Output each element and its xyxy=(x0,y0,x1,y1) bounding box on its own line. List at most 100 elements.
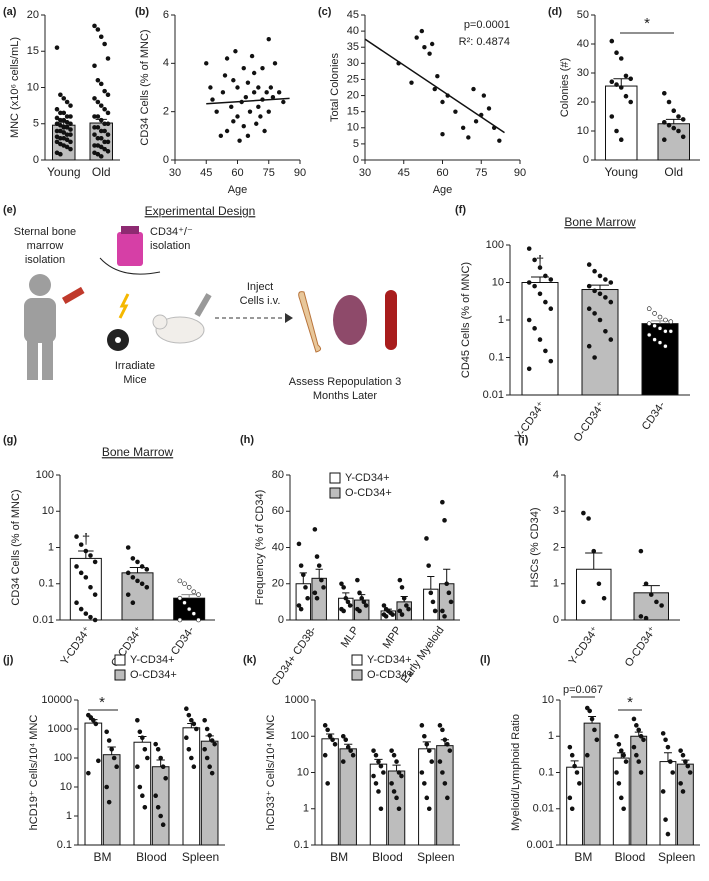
point xyxy=(61,110,67,116)
point xyxy=(355,577,360,583)
point xyxy=(660,731,666,736)
annotation: p=0.067 xyxy=(563,684,603,696)
point xyxy=(202,746,207,752)
point xyxy=(158,755,163,761)
diagram-e: (e) Experimental Design Sternal bone mar… xyxy=(3,204,401,402)
y-tick-label: 100 xyxy=(36,469,54,481)
y-tick-label: 10 xyxy=(347,122,359,134)
step-label: CD34⁺/⁻ xyxy=(150,226,193,238)
point xyxy=(104,784,109,790)
point xyxy=(638,614,644,619)
legend-label: O-CD34+ xyxy=(130,669,177,681)
fit-line xyxy=(206,97,290,105)
point xyxy=(589,716,595,722)
point xyxy=(614,128,619,134)
point xyxy=(95,151,101,157)
point xyxy=(663,343,668,349)
point xyxy=(414,35,419,40)
point xyxy=(567,744,573,750)
point xyxy=(125,545,131,550)
x-tick-label: Old xyxy=(664,165,683,179)
point xyxy=(93,721,99,727)
annotation: * xyxy=(627,694,633,711)
point xyxy=(158,813,163,819)
point xyxy=(95,99,101,105)
point xyxy=(61,96,67,101)
point xyxy=(208,85,213,90)
point xyxy=(440,132,445,137)
y-tick-label: 2 xyxy=(553,541,559,553)
point xyxy=(586,516,591,521)
point xyxy=(663,317,668,323)
point xyxy=(64,144,70,150)
point xyxy=(256,104,261,110)
bar xyxy=(295,583,312,621)
point xyxy=(373,752,379,758)
point xyxy=(648,592,654,597)
point xyxy=(609,79,615,84)
annotation: * xyxy=(99,694,105,711)
point xyxy=(125,570,131,576)
point xyxy=(592,288,597,294)
point xyxy=(61,117,67,123)
point xyxy=(298,563,304,568)
point xyxy=(440,499,445,505)
point xyxy=(78,570,84,576)
point xyxy=(526,366,532,372)
point xyxy=(327,733,333,739)
point xyxy=(597,317,603,323)
point xyxy=(663,328,668,334)
step-label: Irradiate xyxy=(115,360,155,372)
step-label: Assess Repopulation 3 xyxy=(289,376,402,388)
point xyxy=(406,606,411,612)
chart-panel: (k) 0.1 1 10 100 1000 hCD33⁺ Cells/10⁴ MNC BM Bl… xyxy=(243,654,460,864)
point xyxy=(440,608,445,614)
point xyxy=(548,306,554,312)
error-bar xyxy=(585,552,603,570)
point xyxy=(603,277,608,282)
legend-label: Y-CD34+ xyxy=(130,654,175,666)
point xyxy=(631,744,637,750)
point xyxy=(391,789,397,794)
point xyxy=(687,770,693,775)
chart-panel: (a) 0 5 10 15 20 MNC (x10⁶ cells/mL) Young Old xyxy=(3,6,120,179)
point xyxy=(608,337,614,342)
point xyxy=(332,741,338,747)
point xyxy=(404,603,409,608)
point xyxy=(88,614,93,620)
point xyxy=(574,770,580,775)
point xyxy=(426,748,432,753)
point xyxy=(537,337,543,342)
y-tick-label: 3 xyxy=(553,505,559,517)
point xyxy=(371,748,376,753)
point xyxy=(592,355,597,360)
point xyxy=(186,712,192,718)
x-tick-label: Spleen xyxy=(658,850,695,864)
point xyxy=(357,590,362,596)
point xyxy=(68,132,73,137)
point xyxy=(426,806,432,812)
point xyxy=(348,748,353,753)
point xyxy=(245,133,251,139)
point xyxy=(526,246,532,251)
point xyxy=(325,727,330,733)
panel-label: (h) xyxy=(240,434,254,446)
x-axis-label: Age xyxy=(228,184,248,196)
point xyxy=(663,817,668,822)
point xyxy=(196,592,201,597)
point xyxy=(652,337,657,342)
point xyxy=(88,715,94,720)
chart-title: Bone Marrow xyxy=(564,215,636,229)
x-tick-label: 60 xyxy=(231,167,243,179)
point xyxy=(88,553,93,558)
point xyxy=(83,575,89,580)
point xyxy=(64,99,70,105)
y-tick-label: 1000 xyxy=(285,694,309,706)
y-tick-label: 20 xyxy=(272,578,284,590)
point xyxy=(254,121,259,126)
bar xyxy=(630,735,648,846)
chart-panel: (l) 0.001 0.01 0.1 1 10 Myeloid/Lymphoid Ratio… xyxy=(480,654,700,864)
y-tick-label: 30 xyxy=(347,57,359,69)
point xyxy=(396,806,402,812)
point xyxy=(314,554,320,559)
